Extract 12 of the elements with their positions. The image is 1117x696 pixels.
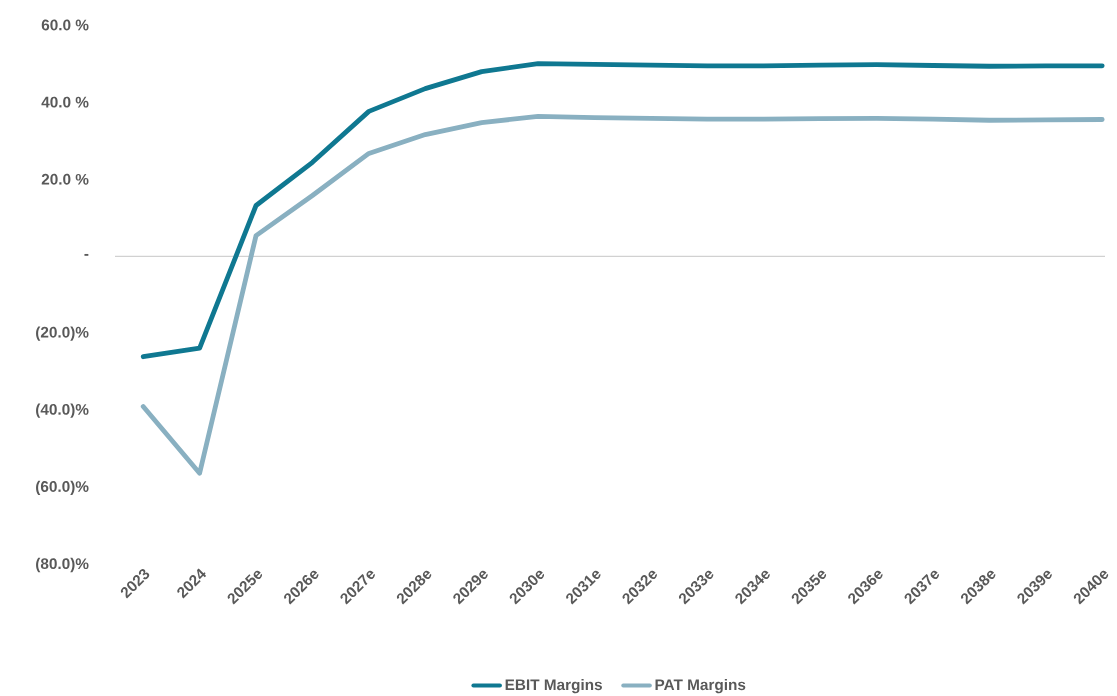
y-tick-label: (80.0)%	[36, 557, 89, 573]
legend-label: EBIT Margins	[505, 678, 602, 694]
y-tick-label: 40.0 %	[41, 96, 89, 108]
y-tick-label: -	[84, 253, 89, 256]
y-tick-label: 60.0 %	[41, 19, 89, 31]
y-tick-label: (60.0)%	[36, 480, 89, 495]
y-tick-label: (40.0)%	[36, 403, 89, 418]
y-tick-label: (20.0)%	[36, 326, 89, 341]
legend-label: PAT Margins	[655, 678, 746, 694]
y-tick-label: 20.0 %	[41, 173, 89, 185]
line-series	[140, 114, 1105, 476]
line-series	[140, 61, 1105, 360]
